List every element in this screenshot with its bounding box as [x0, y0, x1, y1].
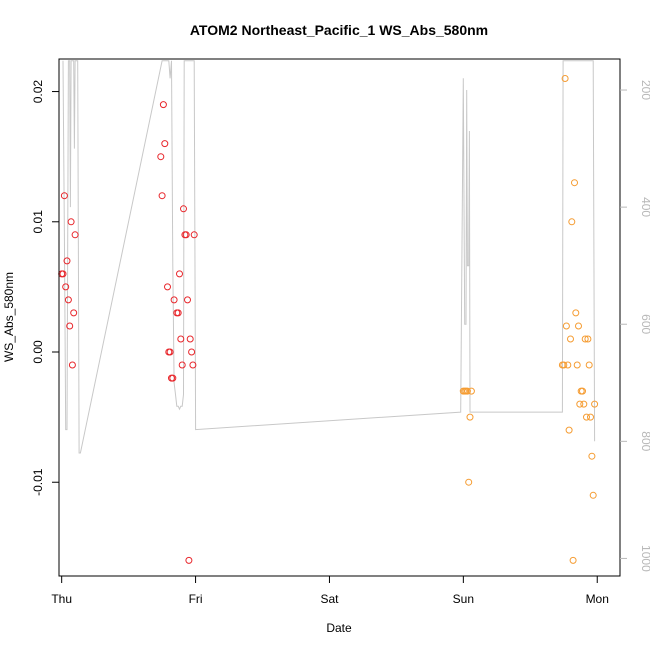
- point-orange: [562, 322, 570, 330]
- point-red: [70, 309, 78, 317]
- point-orange: [585, 361, 593, 369]
- y-tick-label: 0.00: [31, 340, 45, 364]
- point-red: [67, 218, 75, 226]
- y-tick-label: -0.01: [31, 468, 45, 496]
- point-orange: [466, 413, 474, 421]
- y2-tick-label: 400: [639, 197, 650, 217]
- point-orange: [573, 361, 581, 369]
- y2-tick-label: 1000: [639, 545, 650, 572]
- point-red: [182, 231, 190, 239]
- x-axis-label: Date: [326, 621, 352, 635]
- point-red: [185, 556, 193, 564]
- point-red: [170, 296, 178, 304]
- point-red: [71, 231, 79, 239]
- point-red: [66, 322, 74, 330]
- point-red: [64, 296, 72, 304]
- y-axis-label: WS_Abs_580nm: [2, 272, 16, 362]
- y-tick-label: 0.02: [31, 80, 45, 104]
- point-orange: [584, 335, 592, 343]
- point-red: [62, 283, 70, 291]
- point-red: [164, 283, 171, 291]
- point-orange: [571, 179, 578, 187]
- x-axis: Thu Fri Sat Sun Mon: [51, 576, 609, 606]
- point-orange: [568, 218, 576, 226]
- point-red: [59, 270, 67, 278]
- point-red: [68, 361, 76, 369]
- point-orange: [589, 491, 597, 499]
- points-layer: [58, 75, 599, 564]
- point-orange: [587, 413, 594, 421]
- chart-title: ATOM2 Northeast_Pacific_1 WS_Abs_580nm: [190, 22, 488, 38]
- point-orange: [564, 361, 572, 369]
- point-red: [177, 335, 185, 343]
- point-orange: [580, 400, 588, 408]
- point-orange: [463, 387, 471, 395]
- point-orange: [567, 335, 574, 343]
- point-orange: [591, 400, 599, 408]
- point-red: [184, 296, 191, 304]
- y2-tick-label: 200: [639, 80, 650, 100]
- point-orange: [581, 335, 589, 343]
- point-red: [63, 257, 71, 265]
- point-red: [189, 361, 197, 369]
- x-tick-label: Fri: [189, 592, 203, 606]
- x-tick-label: Mon: [586, 592, 609, 606]
- point-red: [174, 309, 182, 317]
- x-tick-label: Sat: [320, 592, 339, 606]
- point-red: [190, 231, 198, 239]
- point-red: [178, 361, 186, 369]
- y-tick-label: 0.01: [31, 210, 45, 234]
- depth-line: [62, 60, 596, 454]
- y-axis: -0.01 0.00 0.01 0.02: [31, 80, 59, 496]
- y2-tick-label: 800: [639, 431, 650, 451]
- point-orange: [569, 556, 577, 564]
- point-red: [166, 348, 174, 356]
- plot-frame: [58, 58, 621, 577]
- point-orange: [560, 361, 568, 369]
- point-red: [60, 192, 68, 200]
- point-orange: [561, 75, 569, 82]
- point-orange: [583, 413, 590, 421]
- point-red: [158, 192, 166, 200]
- point-red: [176, 270, 183, 278]
- point-red: [157, 153, 165, 161]
- point-orange: [588, 452, 596, 460]
- point-red: [186, 335, 194, 343]
- x-tick-label: Thu: [51, 592, 72, 606]
- point-red: [169, 374, 177, 382]
- point-orange: [576, 400, 584, 408]
- point-orange: [467, 387, 475, 395]
- point-red: [159, 101, 167, 109]
- point-red: [161, 140, 169, 148]
- x-tick-label: Sun: [453, 592, 474, 606]
- depth-line-layer: [62, 60, 596, 454]
- point-orange: [572, 309, 580, 317]
- point-orange: [565, 426, 573, 434]
- point-orange: [575, 322, 582, 330]
- y2-tick-label: 600: [639, 314, 650, 334]
- right-axis: 200 400 600 800 1000: [620, 80, 650, 572]
- point-orange: [465, 478, 473, 486]
- point-orange: [579, 387, 586, 395]
- point-red: [188, 348, 196, 356]
- point-red: [180, 205, 187, 213]
